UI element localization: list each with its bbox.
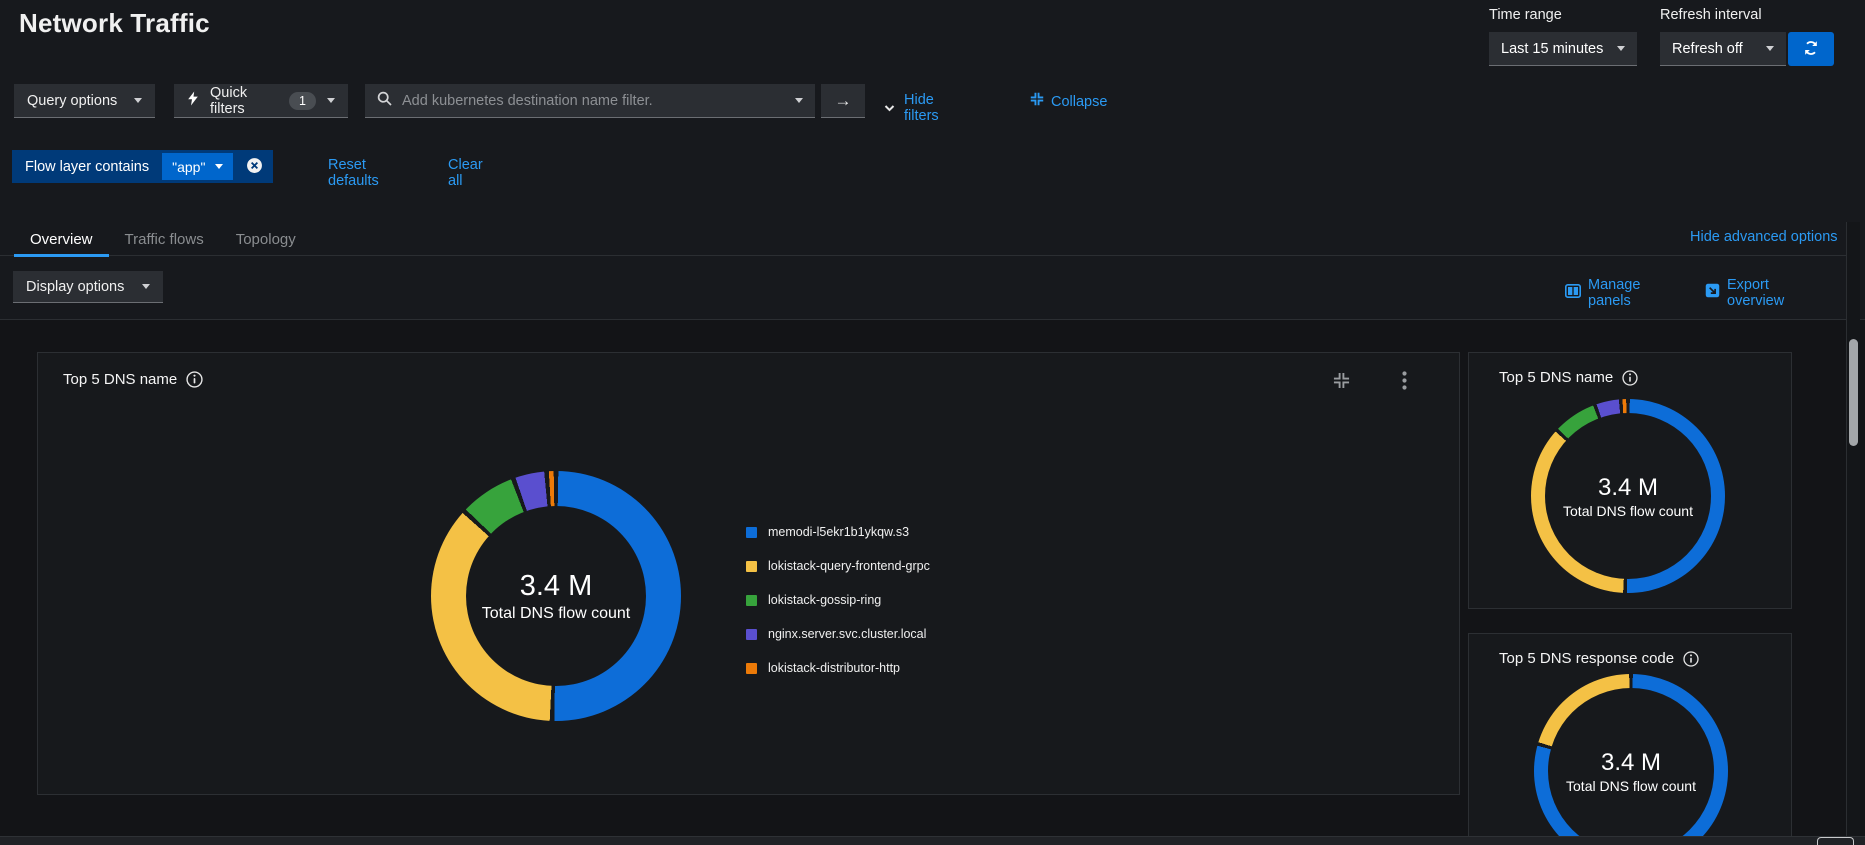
collapse-button[interactable]: Collapse xyxy=(1030,92,1107,111)
legend-item[interactable]: lokistack-gossip-ring xyxy=(746,593,930,607)
quick-filters-label: Quick filters xyxy=(210,84,248,117)
legend-swatch xyxy=(746,560,757,572)
refresh-interval-label: Refresh interval xyxy=(1660,7,1762,23)
clear-all-link[interactable]: Clear all xyxy=(448,157,483,189)
panel-top5-dns-name-large: Top 5 DNS name xyxy=(37,352,1460,795)
total-flow-count-value: 3.4 M xyxy=(519,569,593,602)
panel-title: Top 5 DNS response code xyxy=(1499,650,1675,667)
tab-traffic-flows[interactable]: Traffic flows xyxy=(124,230,204,248)
time-range-value: Last 15 minutes xyxy=(1501,40,1604,57)
time-range-group: Time range Last 15 minutes xyxy=(1489,7,1637,66)
chart-legend: memodi-l5ekr1b1ykqw.s3 lokistack-query-f… xyxy=(746,525,930,675)
caret-down-icon xyxy=(1766,46,1774,51)
legend-swatch xyxy=(746,662,757,674)
reset-defaults-link[interactable]: Reset defaults xyxy=(328,157,379,189)
quick-filters-dropdown[interactable]: Quick filters 1 xyxy=(174,84,348,118)
refresh-now-button[interactable] xyxy=(1788,32,1834,66)
apply-filter-arrow-button[interactable]: → xyxy=(821,84,865,118)
query-options-dropdown[interactable]: Query options xyxy=(14,84,155,118)
chevron-down-icon xyxy=(884,99,895,117)
display-options-label: Display options xyxy=(26,278,125,295)
dns-name-donut-chart-small[interactable]: 3.4 M Total DNS flow count xyxy=(1531,399,1725,593)
refresh-interval-value: Refresh off xyxy=(1672,40,1743,57)
refresh-interval-select[interactable]: Refresh off xyxy=(1660,32,1786,66)
info-icon[interactable] xyxy=(1683,650,1699,667)
caret-down-icon xyxy=(215,164,224,169)
caret-down-icon[interactable] xyxy=(795,98,803,103)
export-overview-label: Export overview xyxy=(1727,277,1785,309)
donut-center-text: 3.4 M Total DNS flow count xyxy=(431,471,681,721)
page-title: Network Traffic xyxy=(19,8,210,38)
sync-icon xyxy=(1803,40,1819,59)
dns-name-donut-chart[interactable]: 3.4 M Total DNS flow count xyxy=(431,471,681,721)
filter-chip-value-dropdown[interactable]: "app" xyxy=(162,153,234,180)
filter-chip-flow-layer: Flow layer contains "app" xyxy=(12,150,274,183)
kebab-menu-button[interactable] xyxy=(1402,371,1407,393)
remove-filter-button[interactable] xyxy=(246,157,263,177)
info-icon[interactable] xyxy=(186,371,203,388)
export-icon xyxy=(1705,283,1720,303)
collapse-label: Collapse xyxy=(1051,93,1108,110)
legend-swatch xyxy=(746,594,757,606)
caret-down-icon xyxy=(327,98,335,103)
manage-panels-button[interactable]: Manage panels xyxy=(1565,277,1640,309)
hide-filters-label: Hide filters xyxy=(904,92,939,124)
hide-advanced-options-link[interactable]: Hide advanced options xyxy=(1690,229,1838,245)
donut-center-text: 3.4 M Total DNS flow count xyxy=(1563,473,1693,519)
legend-item[interactable]: lokistack-query-frontend-grpc xyxy=(746,559,930,573)
panel-title: Top 5 DNS name xyxy=(63,371,178,388)
panel-top5-dns-name-small[interactable]: Top 5 DNS name 3.4 M Total DNS flow coun… xyxy=(1468,352,1792,609)
legend-item[interactable]: nginx.server.svc.cluster.local xyxy=(746,627,930,641)
panel-top5-dns-response-code[interactable]: Top 5 DNS response code 3.4 M Total DNS … xyxy=(1468,633,1792,845)
query-options-label: Query options xyxy=(27,92,118,109)
hide-filters-toggle[interactable]: Hide filters xyxy=(884,92,939,124)
donut-center-text: 3.4 M Total DNS flow count xyxy=(1566,748,1696,794)
dns-response-code-donut-chart[interactable]: 3.4 M Total DNS flow count xyxy=(1534,674,1728,845)
manage-panels-label: Manage panels xyxy=(1588,277,1641,309)
panel-title: Top 5 DNS name xyxy=(1499,369,1614,386)
filter-search-box xyxy=(365,84,815,118)
compress-icon xyxy=(1030,92,1044,111)
compress-icon xyxy=(1333,372,1350,392)
caret-down-icon xyxy=(134,98,142,103)
legend-swatch xyxy=(746,526,757,538)
refresh-group: Refresh interval Refresh off xyxy=(1660,7,1834,66)
vertical-scrollbar-track[interactable] xyxy=(1846,222,1860,845)
next-row-edge xyxy=(0,836,1865,845)
partial-element-edge xyxy=(1817,837,1854,845)
info-icon[interactable] xyxy=(1622,369,1638,386)
quick-filters-count-badge: 1 xyxy=(289,91,316,110)
search-icon xyxy=(377,91,392,111)
view-tabs: Overview Traffic flows Topology xyxy=(0,222,1847,257)
caret-down-icon xyxy=(1617,46,1625,51)
kebab-icon xyxy=(1402,371,1407,393)
section-divider xyxy=(0,319,1865,320)
display-options-dropdown[interactable]: Display options xyxy=(13,271,163,303)
legend-swatch xyxy=(746,628,757,640)
filter-chip-label: Flow layer contains xyxy=(25,158,150,175)
focus-panel-button[interactable] xyxy=(1333,372,1350,392)
export-overview-button[interactable]: Export overview xyxy=(1705,277,1784,309)
filter-chip-value: "app" xyxy=(172,158,206,175)
times-circle-icon xyxy=(246,157,263,177)
overview-panels-area: Top 5 DNS name xyxy=(0,320,1865,845)
tab-overview[interactable]: Overview xyxy=(14,222,109,257)
time-range-label: Time range xyxy=(1489,7,1562,23)
legend-item[interactable]: lokistack-distributor-http xyxy=(746,661,930,675)
destination-name-filter-input[interactable] xyxy=(402,92,785,109)
total-flow-count-label: Total DNS flow count xyxy=(481,604,631,622)
caret-down-icon xyxy=(142,284,150,289)
columns-icon xyxy=(1565,283,1581,303)
vertical-scrollbar-thumb[interactable] xyxy=(1849,339,1858,446)
tab-topology[interactable]: Topology xyxy=(235,230,296,248)
legend-item[interactable]: memodi-l5ekr1b1ykqw.s3 xyxy=(746,525,930,539)
bolt-icon xyxy=(187,91,199,110)
time-range-select[interactable]: Last 15 minutes xyxy=(1489,32,1637,66)
